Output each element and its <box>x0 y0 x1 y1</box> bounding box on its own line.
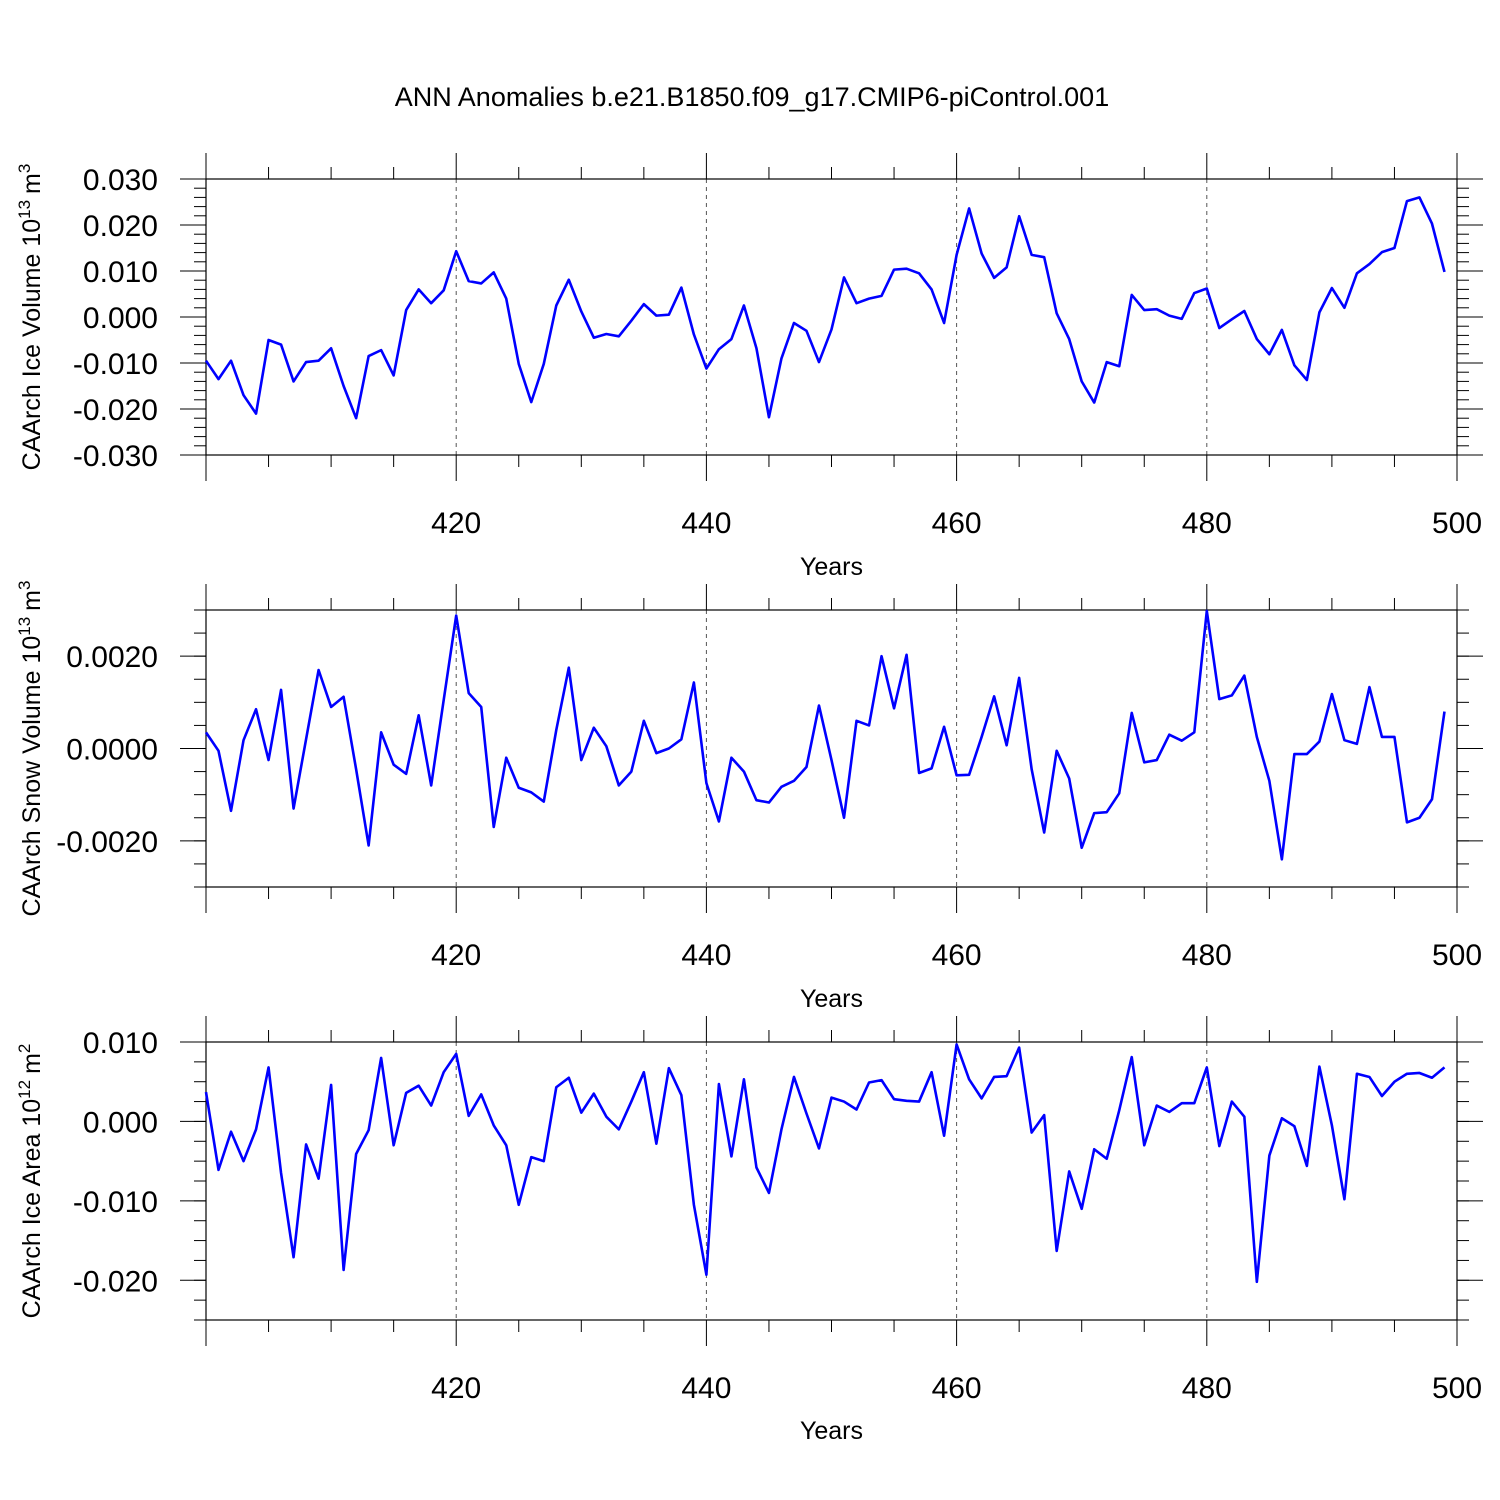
x-tick-label: 420 <box>431 1372 481 1405</box>
x-tick-label: 500 <box>1432 507 1482 540</box>
series-line <box>204 1043 1446 1284</box>
figure-title: ANN Anomalies b.e21.B1850.f09_g17.CMIP6-… <box>395 82 1109 112</box>
y-tick-label: -0.0020 <box>56 826 158 859</box>
y-tick-label: 0.010 <box>83 1027 158 1060</box>
y-tick-label: 0.020 <box>83 210 158 243</box>
y-tick-label: -0.020 <box>73 1265 158 1298</box>
y-tick-label: 0.0000 <box>66 734 158 767</box>
series-line <box>204 196 1446 420</box>
x-tick-label: 480 <box>1182 507 1232 540</box>
plot-frame <box>205 1041 1458 1321</box>
y-axis-label: CAArch Ice Area 1012m2 <box>15 1044 46 1319</box>
series-line <box>204 609 1446 861</box>
panel-1: 420 440 460 480 500 Years -0.030 -0.020 -0.010 0.… <box>15 153 1483 581</box>
y-axis-label: CAArch Ice Volume 1013m3 <box>15 164 46 471</box>
x-axis-label: Years <box>800 553 863 581</box>
y-tick-label: -0.010 <box>73 348 158 381</box>
y-axis-label: CAArch Snow Volume 1013m3 <box>15 581 46 917</box>
x-tick-label: 500 <box>1432 939 1482 972</box>
y-tick-label: 0.0020 <box>66 641 158 674</box>
x-tick-label: 480 <box>1182 939 1232 972</box>
x-tick-label: 460 <box>932 1372 982 1405</box>
x-axis-label: Years <box>800 1417 863 1445</box>
x-tick-label: 460 <box>932 507 982 540</box>
x-tick-label: 440 <box>681 507 731 540</box>
x-tick-label: 440 <box>681 1372 731 1405</box>
y-tick-label: -0.010 <box>73 1186 158 1219</box>
y-tick-label: 0.010 <box>83 256 158 289</box>
plot-frame <box>205 609 1458 888</box>
y-tick-label: -0.030 <box>73 440 158 473</box>
x-tick-label: 460 <box>932 939 982 972</box>
plot-frame <box>205 178 1458 456</box>
x-tick-label: 500 <box>1432 1372 1482 1405</box>
x-tick-label: 420 <box>431 507 481 540</box>
panel-2: 420 440 460 480 500 Years -0.0020 0.0000 0.0020 C… <box>15 581 1483 1013</box>
x-tick-label: 440 <box>681 939 731 972</box>
y-tick-label: 0.030 <box>83 164 158 197</box>
x-tick-label: 420 <box>431 939 481 972</box>
y-tick-label: -0.020 <box>73 394 158 427</box>
y-tick-label: 0.000 <box>83 302 158 335</box>
panel-3: 420 440 460 480 500 Years -0.020 -0.010 0.000 0.0… <box>15 1016 1483 1445</box>
x-axis-label: Years <box>800 985 863 1013</box>
x-tick-label: 480 <box>1182 1372 1232 1405</box>
y-tick-label: 0.000 <box>83 1106 158 1139</box>
